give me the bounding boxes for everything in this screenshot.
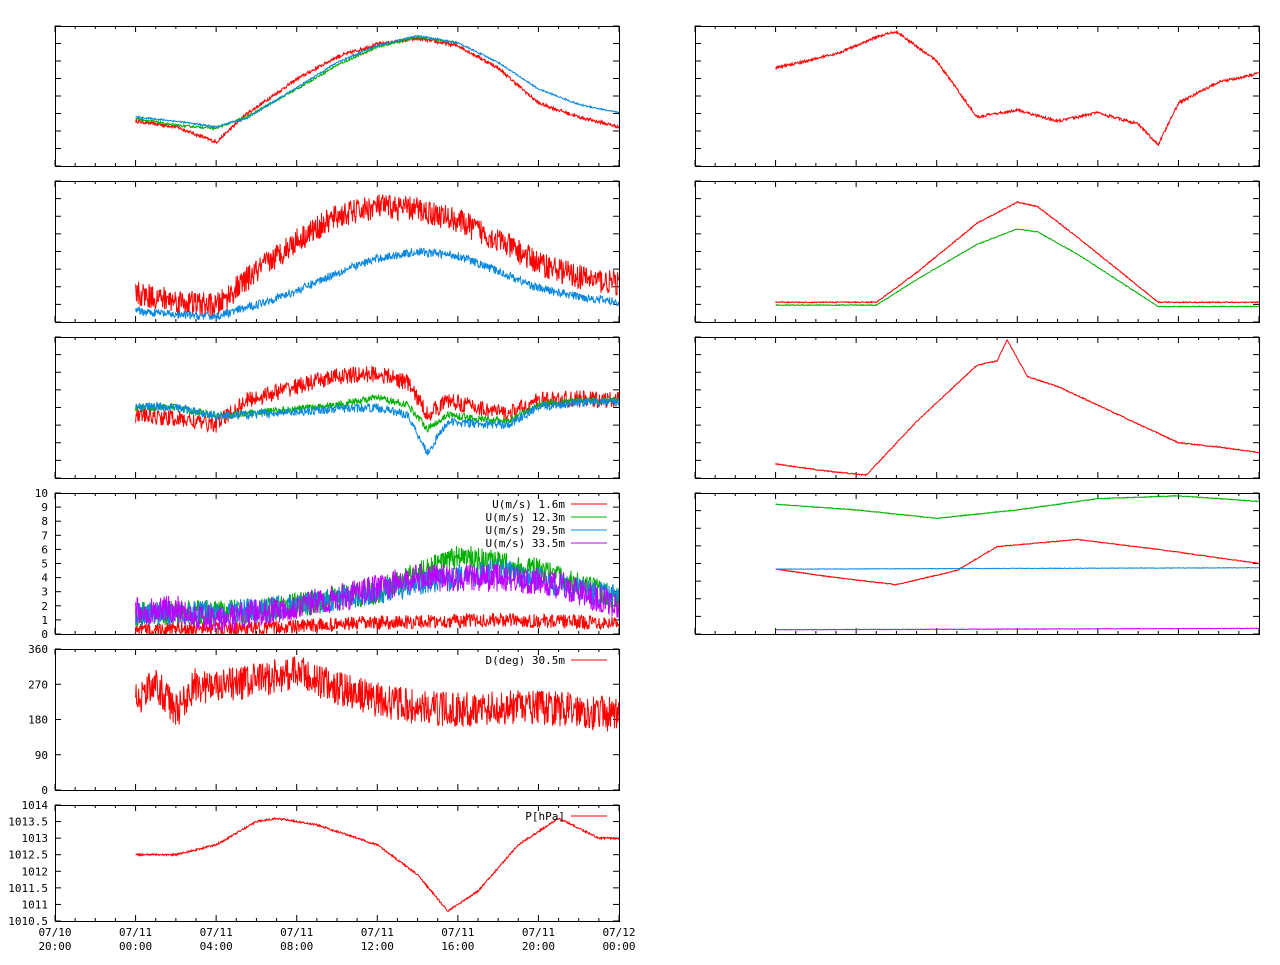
- y-tick-label: 1010.5: [8, 915, 48, 928]
- x-tick-label-date: 07/11: [280, 926, 313, 939]
- plot-frame: [695, 337, 1260, 479]
- x-tick-label-time: 08:00: [280, 940, 313, 953]
- x-tick-label-time: 00:00: [119, 940, 152, 953]
- y-tick-label: 1012: [22, 865, 49, 878]
- y-tick-label: 1013.5: [8, 816, 48, 829]
- y-tick-label: 8: [41, 515, 48, 528]
- series-red-line: [135, 194, 619, 319]
- panel-r3: [694, 336, 1260, 479]
- legend-label: P[hPa]: [525, 810, 565, 823]
- panel-l2: [54, 180, 620, 323]
- x-tick-label-time: 16:00: [441, 940, 474, 953]
- panel-l1: [54, 25, 620, 167]
- plot-frame: [55, 26, 620, 167]
- series-blue-line: [135, 247, 619, 321]
- panel-r2: [694, 180, 1260, 323]
- y-tick-label: 6: [41, 543, 48, 556]
- y-tick-label: 1011: [22, 898, 49, 911]
- y-tick-label: 90: [35, 749, 48, 762]
- x-tick-label-date: 07/11: [119, 926, 152, 939]
- series-red-line: [775, 339, 1259, 477]
- y-tick-label: 1014: [22, 799, 49, 812]
- y-tick-label: 5: [41, 558, 48, 571]
- y-tick-label: 4: [41, 572, 48, 585]
- series-green-line: [775, 228, 1259, 308]
- series-green-line: [135, 394, 619, 433]
- x-tick-label-date: 07/11: [441, 926, 474, 939]
- series-blue-line: [775, 566, 1259, 571]
- series-green-line: [775, 494, 1259, 520]
- y-tick-label: 9: [41, 501, 48, 514]
- series-blue-line: [135, 34, 619, 129]
- series-red-line: [135, 656, 619, 732]
- series-red-line: [135, 36, 619, 145]
- y-tick-label: 1012.5: [8, 849, 48, 862]
- y-tick-label: 270: [28, 678, 48, 691]
- y-tick-label: 10: [35, 487, 48, 500]
- series-blue-line: [135, 397, 619, 456]
- plot-frame: [695, 181, 1260, 323]
- y-tick-label: 1013: [22, 832, 49, 845]
- legend-label: U(m/s) 1.6m: [492, 498, 565, 511]
- x-tick-label-time: 04:00: [200, 940, 233, 953]
- y-tick-label: 0: [41, 628, 48, 641]
- series-red-line: [775, 201, 1259, 304]
- series-green-line: [135, 34, 459, 131]
- y-tick-label: 3: [41, 586, 48, 599]
- panel-l6: 1010.5 1011 1011.5 1012 1012.5 1013 1013.5 1014…: [8, 799, 620, 928]
- y-tick-label: 0: [41, 784, 48, 797]
- x-tick-label-time: 20:00: [522, 940, 555, 953]
- x-tick-label-time: 20:00: [38, 940, 71, 953]
- series-red-line: [135, 365, 619, 433]
- y-tick-label: 1011.5: [8, 882, 48, 895]
- legend-label: U(m/s) 12.3m: [486, 511, 566, 524]
- x-tick-label-date: 07/10: [38, 926, 71, 939]
- y-tick-label: 180: [28, 714, 48, 727]
- series-red-line: [775, 538, 1259, 586]
- x-tick-label-time: 00:00: [602, 940, 635, 953]
- series-red-line: [775, 29, 1259, 146]
- plot-frame: [695, 493, 1260, 635]
- y-tick-label: 7: [41, 529, 48, 542]
- series-purple-line: [775, 627, 1259, 631]
- x-tick-label-date: 07/12: [602, 926, 635, 939]
- series-red-line: [135, 816, 619, 912]
- panel-l5: 0 90 180 270 360 D(deg) 30.5m: [28, 643, 620, 797]
- x-tick-label-time: 12:00: [361, 940, 394, 953]
- y-tick-label: 1: [41, 614, 48, 627]
- y-tick-label: 2: [41, 600, 48, 613]
- panel-r4: [694, 492, 1260, 635]
- legend-label: U(m/s) 33.5m: [486, 537, 566, 550]
- y-tick-label: 360: [28, 643, 48, 656]
- x-tick-label-date: 07/11: [361, 926, 394, 939]
- series-red-line: [135, 612, 619, 634]
- x-tick-label-date: 07/11: [522, 926, 555, 939]
- plot-frame: [55, 649, 620, 791]
- panel-l3: [54, 336, 620, 479]
- legend-label: U(m/s) 29.5m: [486, 524, 566, 537]
- series-purple-line: [135, 563, 619, 633]
- panel-r1: [694, 25, 1260, 167]
- plot-frame: [695, 26, 1260, 167]
- x-tick-label-date: 07/11: [200, 926, 233, 939]
- legend-label: D(deg) 30.5m: [486, 654, 566, 667]
